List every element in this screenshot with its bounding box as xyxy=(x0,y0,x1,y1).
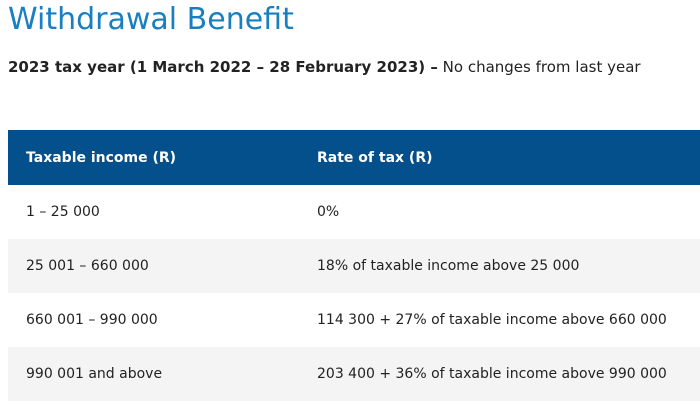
subtitle-rest: No changes from last year xyxy=(442,58,641,76)
column-header: Rate of tax (R) xyxy=(299,130,700,185)
table-cell: 114 300 + 27% of taxable income above 66… xyxy=(317,312,667,328)
table-row: 25 001 – 660 000 18% of taxable income ab… xyxy=(8,239,700,293)
table-row: 990 001 and above 203 400 + 36% of taxabl… xyxy=(8,347,700,401)
subtitle-bold: 2023 tax year (1 March 2022 – 28 Februar… xyxy=(8,58,438,76)
subtitle: 2023 tax year (1 March 2022 – 28 Februar… xyxy=(8,58,641,76)
table-row: 1 – 25 000 0% xyxy=(8,185,700,239)
header-row: Taxable income (R) Rate of tax (R) xyxy=(8,130,700,185)
table-row: 660 001 – 990 000 114 300 + 27% of taxabl… xyxy=(8,293,700,347)
table-cell: 18% of taxable income above 25 000 xyxy=(299,239,700,293)
table-cell: 1 – 25 000 xyxy=(26,204,100,220)
tax-table: Taxable income (R) Rate of tax (R) 1 – 25… xyxy=(8,130,700,401)
table-cell: 660 001 – 990 000 xyxy=(26,312,158,328)
column-header: Taxable income (R) xyxy=(8,130,299,185)
table-cell: 990 001 and above xyxy=(8,347,299,401)
table-cell: 0% xyxy=(317,204,340,220)
table-cell: 203 400 + 36% of taxable income above 99… xyxy=(299,347,700,401)
title: Withdrawal Benefit xyxy=(8,2,294,37)
table-cell: 25 001 – 660 000 xyxy=(8,239,299,293)
